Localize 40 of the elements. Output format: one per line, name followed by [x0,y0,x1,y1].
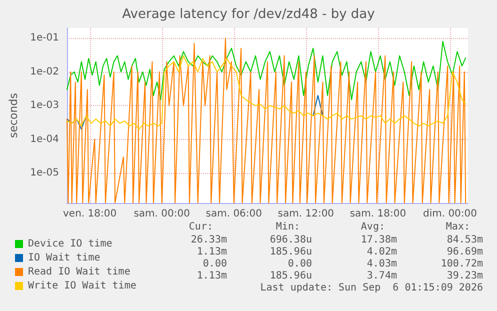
text: 1.13m [196,270,227,282]
chart-title: Average latency for /dev/zd48 - by day [122,7,376,22]
text: Cur: [188,222,213,232]
text: 26.33m [190,234,227,246]
x-tick-label: sam. 00:00 [134,208,190,220]
text: 185.96u [270,246,312,258]
text: 4.03m [366,258,397,270]
legend-label: IO Wait time [28,252,100,264]
text: 17.38m [360,234,397,246]
y-tick-label: 1e-03 [30,100,59,112]
text: Last update: Sun Sep 6 01:15:09 2026 [260,282,483,294]
x-tick-label: sam. 06:00 [206,208,262,220]
line-series [66,40,466,100]
text: 0.00 [202,258,227,270]
x-tick-label: dim. 00:00 [422,208,478,220]
text: 3.74m [366,270,397,282]
text: 4.02m [366,246,397,258]
y-tick-label: 1e-01 [30,32,59,44]
legend-label: Device IO time [28,238,112,250]
text: Min: [276,222,300,232]
x-tick-label: ven. 18:00 [63,208,117,220]
text: 1.13m [196,246,227,258]
text: Max: [446,222,470,232]
text: 96.69m [446,246,483,258]
text: 39.23m [446,270,483,282]
x-tick-label: sam. 12:00 [278,208,334,220]
legend-label: Write IO Wait time [28,280,136,292]
text: 84.53m [446,234,483,246]
legend-label: Read IO Wait time [28,266,130,278]
text: 0.00 [288,258,312,270]
text: 185.96u [270,270,312,282]
line-series [66,55,466,130]
text: 100.72m [440,258,483,270]
x-tick-label: sam. 18:00 [350,208,406,220]
y-tick-label: 1e-04 [30,134,59,145]
text: Avg: [360,222,385,232]
y-tick-label: 1e-02 [30,66,59,78]
y-tick-label: 1e-05 [30,168,59,179]
text: 696.38u [270,234,312,246]
y-axis-title: seconds [7,92,20,138]
